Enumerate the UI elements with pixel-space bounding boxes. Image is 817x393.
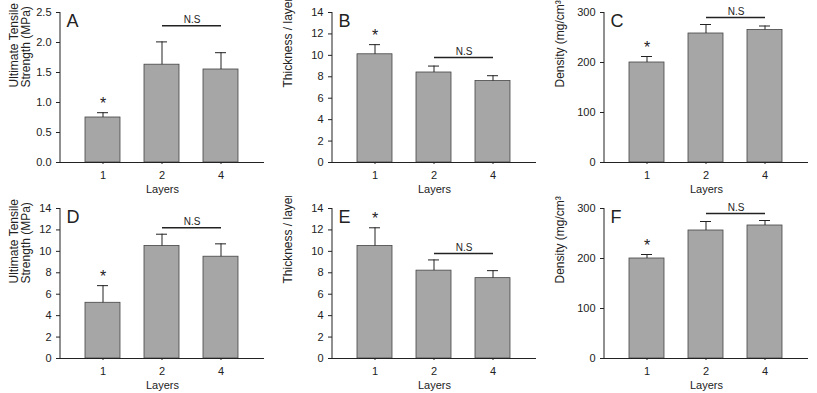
svg-text:1: 1 — [100, 365, 106, 377]
svg-text:*: * — [644, 39, 650, 56]
svg-text:Layers: Layers — [418, 183, 452, 195]
svg-text:*: * — [100, 268, 106, 285]
svg-text:*: * — [644, 237, 650, 254]
svg-text:C: C — [611, 11, 624, 31]
svg-text:*: * — [100, 95, 106, 112]
svg-text:E: E — [339, 207, 351, 227]
svg-text:Density (mg/cm³): Density (mg/cm³) — [553, 0, 567, 88]
svg-text:0: 0 — [45, 352, 51, 364]
svg-text:Layers: Layers — [418, 379, 452, 391]
svg-text:2: 2 — [159, 169, 165, 181]
svg-text:1: 1 — [372, 365, 378, 377]
svg-text:1.0: 1.0 — [36, 96, 51, 108]
svg-text:Ultimate TensileStrength (MPa): Ultimate TensileStrength (MPa) — [7, 3, 33, 88]
svg-text:2: 2 — [431, 169, 437, 181]
svg-text:Layers: Layers — [690, 379, 724, 391]
svg-text:14: 14 — [39, 202, 51, 214]
svg-text:8: 8 — [317, 70, 323, 82]
svg-text:1: 1 — [644, 169, 650, 181]
svg-text:Ultimate TensileStrength (MPa): Ultimate TensileStrength (MPa) — [7, 199, 33, 284]
svg-text:2: 2 — [45, 331, 51, 343]
svg-text:0.5: 0.5 — [36, 126, 51, 138]
svg-text:Layers: Layers — [146, 379, 180, 391]
svg-text:0.0: 0.0 — [36, 156, 51, 168]
svg-text:2: 2 — [159, 365, 165, 377]
svg-text:14: 14 — [311, 6, 323, 18]
svg-text:0: 0 — [317, 156, 323, 168]
svg-text:4: 4 — [218, 365, 224, 377]
svg-text:4: 4 — [762, 365, 768, 377]
svg-text:8: 8 — [317, 266, 323, 278]
svg-text:N.S: N.S — [184, 216, 201, 227]
svg-text:4: 4 — [762, 169, 768, 181]
svg-text:N.S: N.S — [456, 46, 473, 57]
svg-text:N.S: N.S — [184, 14, 201, 25]
svg-text:N.S: N.S — [728, 6, 745, 17]
svg-text:12: 12 — [39, 223, 51, 235]
svg-text:Density (mg/cm³): Density (mg/cm³) — [553, 196, 567, 284]
svg-text:6: 6 — [317, 92, 323, 104]
svg-text:100: 100 — [577, 106, 595, 118]
svg-text:6: 6 — [45, 288, 51, 300]
svg-text:300: 300 — [577, 6, 595, 18]
svg-text:14: 14 — [311, 202, 323, 214]
svg-text:12: 12 — [311, 223, 323, 235]
svg-text:0: 0 — [317, 352, 323, 364]
svg-text:2.5: 2.5 — [36, 6, 51, 18]
svg-text:300: 300 — [577, 202, 595, 214]
svg-text:1: 1 — [644, 365, 650, 377]
svg-text:200: 200 — [577, 56, 595, 68]
svg-text:Thickness / layer (µm): Thickness / layer (µm) — [281, 196, 295, 284]
svg-text:N.S: N.S — [456, 242, 473, 253]
svg-text:Thickness / layer (µm): Thickness / layer (µm) — [281, 0, 295, 88]
svg-text:F: F — [611, 207, 622, 227]
svg-text:0: 0 — [589, 352, 595, 364]
svg-text:N.S: N.S — [728, 202, 745, 213]
svg-text:2.0: 2.0 — [36, 36, 51, 48]
svg-text:2: 2 — [431, 365, 437, 377]
svg-text:D: D — [67, 207, 80, 227]
svg-text:1: 1 — [372, 169, 378, 181]
svg-text:0: 0 — [589, 156, 595, 168]
svg-text:8: 8 — [45, 266, 51, 278]
svg-text:2: 2 — [317, 331, 323, 343]
svg-text:4: 4 — [490, 169, 496, 181]
svg-text:10: 10 — [311, 245, 323, 257]
svg-text:4: 4 — [45, 309, 51, 321]
svg-text:4: 4 — [317, 309, 323, 321]
svg-text:4: 4 — [490, 365, 496, 377]
svg-text:100: 100 — [577, 302, 595, 314]
svg-text:*: * — [372, 27, 378, 44]
svg-text:2: 2 — [317, 135, 323, 147]
svg-text:10: 10 — [39, 245, 51, 257]
svg-text:Layers: Layers — [146, 183, 180, 195]
svg-text:Layers: Layers — [690, 183, 724, 195]
svg-text:*: * — [372, 210, 378, 227]
svg-text:1.5: 1.5 — [36, 66, 51, 78]
svg-text:A: A — [67, 11, 79, 31]
svg-text:2: 2 — [703, 365, 709, 377]
svg-text:12: 12 — [311, 27, 323, 39]
svg-text:1: 1 — [100, 169, 106, 181]
svg-text:10: 10 — [311, 49, 323, 61]
svg-text:200: 200 — [577, 252, 595, 264]
svg-text:2: 2 — [703, 169, 709, 181]
svg-text:4: 4 — [317, 113, 323, 125]
svg-text:B: B — [339, 11, 351, 31]
svg-text:4: 4 — [218, 169, 224, 181]
svg-text:6: 6 — [317, 288, 323, 300]
